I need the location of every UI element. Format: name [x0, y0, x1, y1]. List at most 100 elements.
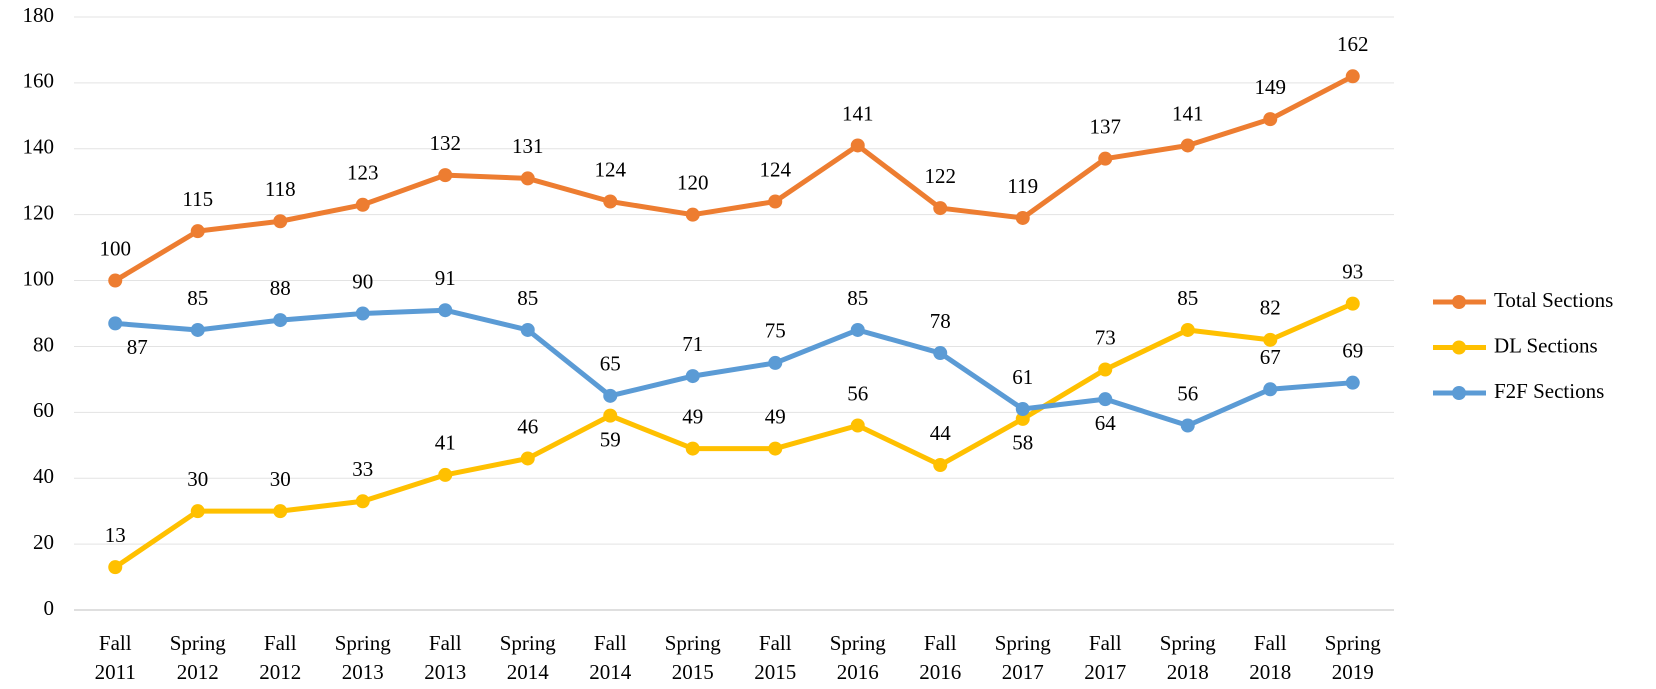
data-point: [1098, 392, 1113, 407]
data-point: [355, 197, 370, 212]
data-label: 118: [265, 177, 296, 201]
x-tick-label: Fall 2012: [259, 631, 301, 684]
x-tick-label: Spring 2014: [500, 631, 557, 684]
y-tick-label: 140: [23, 135, 55, 159]
x-tick-label: Spring 2019: [1325, 631, 1382, 684]
data-point: [190, 322, 205, 337]
y-tick-label: 160: [23, 69, 55, 93]
y-tick-label: 80: [33, 332, 54, 356]
data-label: 131: [512, 134, 544, 158]
x-tick-label: Fall 2014: [589, 631, 632, 684]
data-point: [273, 313, 288, 328]
data-point: [1180, 322, 1195, 337]
data-point: [520, 451, 535, 466]
x-tick-label: Fall 2011: [95, 631, 136, 684]
data-label: 49: [682, 404, 703, 428]
data-label: 71: [682, 332, 703, 356]
data-label: 30: [187, 467, 208, 491]
data-label: 141: [842, 101, 874, 125]
data-point: [768, 441, 783, 456]
data-point: [1015, 402, 1030, 417]
y-tick-label: 20: [33, 530, 54, 554]
legend-marker: [1452, 340, 1466, 355]
data-label: 56: [1177, 381, 1198, 405]
data-point: [603, 194, 618, 209]
data-point: [603, 408, 618, 423]
data-label: 88: [270, 276, 291, 300]
x-tick-label: Fall 2013: [424, 631, 466, 684]
legend-label: Total Sections: [1494, 288, 1613, 312]
data-point: [933, 346, 948, 361]
data-point: [520, 171, 535, 186]
data-label: 85: [187, 286, 208, 310]
data-point: [933, 201, 948, 216]
series-line: [115, 307, 1353, 429]
data-label: 162: [1337, 32, 1369, 56]
data-label: 82: [1260, 296, 1281, 320]
data-point: [850, 138, 865, 153]
data-label: 120: [677, 170, 709, 194]
y-tick-label: 60: [33, 398, 54, 422]
data-point: [438, 303, 453, 318]
data-label: 123: [347, 161, 379, 185]
data-label: 85: [517, 286, 538, 310]
data-label: 91: [435, 266, 456, 290]
data-label: 46: [517, 414, 538, 438]
data-label: 64: [1095, 411, 1117, 435]
x-tick-label: Spring 2016: [830, 631, 887, 684]
data-point: [1345, 375, 1360, 390]
data-point: [850, 418, 865, 433]
data-label: 58: [1012, 431, 1033, 455]
y-tick-label: 0: [44, 596, 55, 620]
x-tick-label: Spring 2017: [995, 631, 1052, 684]
data-point: [603, 388, 618, 403]
data-point: [1180, 138, 1195, 153]
data-point: [108, 316, 123, 331]
data-label: 132: [430, 131, 462, 155]
data-point: [355, 306, 370, 321]
data-point: [768, 194, 783, 209]
legend-label: DL Sections: [1494, 333, 1598, 357]
y-tick-label: 40: [33, 464, 54, 488]
data-label: 124: [595, 157, 627, 181]
data-label: 56: [847, 381, 868, 405]
data-point: [108, 560, 123, 575]
data-label: 73: [1095, 325, 1116, 349]
data-point: [1345, 296, 1360, 311]
data-label: 119: [1007, 174, 1038, 198]
data-point: [190, 224, 205, 239]
data-point: [1015, 411, 1030, 426]
data-label: 93: [1342, 259, 1363, 283]
data-label: 78: [930, 309, 951, 333]
data-point: [273, 504, 288, 519]
x-tick-label: Fall 2017: [1084, 631, 1126, 684]
data-point: [685, 441, 700, 456]
data-label: 13: [105, 523, 126, 547]
data-point: [1098, 362, 1113, 377]
data-label: 149: [1255, 75, 1287, 99]
data-point: [438, 467, 453, 482]
data-label: 137: [1090, 114, 1122, 138]
data-point: [1098, 151, 1113, 166]
data-point: [438, 168, 453, 183]
data-point: [190, 504, 205, 519]
data-label: 90: [352, 269, 373, 293]
data-point: [520, 322, 535, 337]
data-point: [1180, 418, 1195, 433]
legend-marker: [1452, 386, 1466, 400]
x-tick-label: Fall 2015: [754, 631, 796, 684]
data-label: 41: [435, 431, 456, 455]
data-label: 61: [1012, 365, 1033, 389]
y-tick-label: 100: [23, 266, 55, 290]
data-point: [1263, 332, 1278, 347]
series-line: [113, 301, 1354, 570]
y-tick-label: 120: [23, 200, 55, 224]
data-label: 33: [352, 457, 373, 481]
data-label: 85: [1177, 286, 1198, 310]
data-label: 49: [765, 404, 786, 428]
data-point: [685, 369, 700, 384]
x-tick-label: Fall 2016: [919, 631, 961, 684]
legend-marker: [1452, 295, 1466, 309]
data-label: 67: [1260, 345, 1281, 369]
